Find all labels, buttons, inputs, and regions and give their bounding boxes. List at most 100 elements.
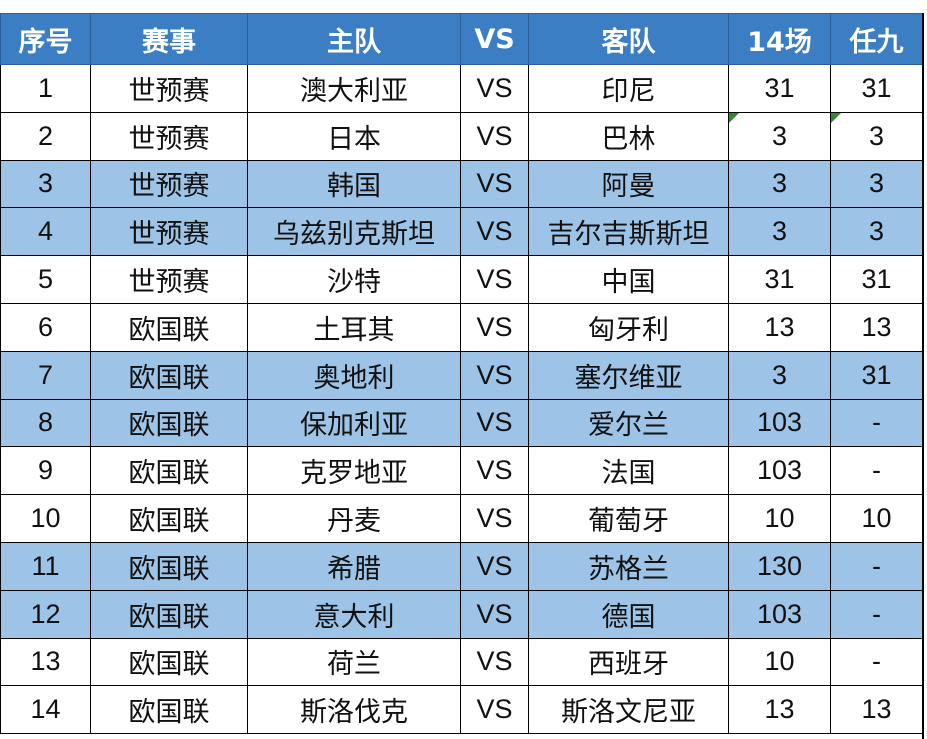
cell-no[interactable]: 12 bbox=[0, 589, 91, 639]
header-cell-any-nine[interactable]: 任九 bbox=[830, 13, 923, 65]
cell-vs[interactable]: VS bbox=[460, 111, 529, 161]
cell-event[interactable]: 世预赛 bbox=[90, 207, 248, 257]
cell-away-team[interactable]: 德国 bbox=[528, 589, 729, 639]
comment-indicator-icon[interactable] bbox=[729, 113, 739, 123]
cell-any-nine[interactable]: 31 bbox=[830, 64, 923, 113]
cell-14-matches[interactable]: 31 bbox=[728, 255, 831, 304]
cell-event[interactable]: 世预赛 bbox=[90, 255, 248, 304]
cell-home-team[interactable]: 荷兰 bbox=[247, 637, 461, 687]
cell-event[interactable]: 欧国联 bbox=[90, 541, 248, 591]
cell-no[interactable]: 4 bbox=[0, 207, 91, 257]
cell-no[interactable]: 2 bbox=[0, 111, 91, 161]
cell-any-nine[interactable]: - bbox=[830, 398, 923, 448]
cell-home-team[interactable]: 日本 bbox=[247, 111, 461, 161]
cell-home-team[interactable]: 乌兹别克斯坦 bbox=[247, 207, 461, 257]
cell-home-team[interactable]: 沙特 bbox=[247, 255, 461, 304]
cell-no[interactable]: 6 bbox=[0, 302, 91, 352]
comment-indicator-icon[interactable] bbox=[831, 113, 841, 123]
cell-home-team[interactable]: 韩国 bbox=[247, 159, 461, 209]
cell-home-team[interactable]: 斯洛伐克 bbox=[247, 685, 461, 735]
cell-away-team[interactable]: 巴林 bbox=[528, 111, 729, 161]
cell-vs[interactable]: VS bbox=[460, 494, 529, 543]
cell-event[interactable]: 欧国联 bbox=[90, 685, 248, 735]
cell-any-nine[interactable]: 10 bbox=[830, 494, 923, 543]
header-cell-no[interactable]: 序号 bbox=[0, 13, 91, 65]
header-cell-14-matches[interactable]: 14场 bbox=[728, 13, 831, 65]
cell-home-team[interactable]: 奥地利 bbox=[247, 350, 461, 400]
cell-away-team[interactable]: 法国 bbox=[528, 446, 729, 496]
cell-any-nine[interactable]: - bbox=[830, 446, 923, 496]
cell-away-team[interactable]: 西班牙 bbox=[528, 637, 729, 687]
cell-away-team[interactable]: 印尼 bbox=[528, 64, 729, 113]
cell-any-nine[interactable]: 31 bbox=[830, 350, 923, 400]
cell-any-nine[interactable]: 31 bbox=[830, 255, 923, 304]
header-cell-event[interactable]: 赛事 bbox=[90, 13, 248, 65]
cell-away-team[interactable]: 苏格兰 bbox=[528, 541, 729, 591]
cell-vs[interactable]: VS bbox=[460, 637, 529, 687]
cell-event[interactable]: 欧国联 bbox=[90, 302, 248, 352]
cell-14-matches[interactable]: 103 bbox=[728, 446, 831, 496]
cell-event[interactable]: 欧国联 bbox=[90, 446, 248, 496]
cell-home-team[interactable]: 克罗地亚 bbox=[247, 446, 461, 496]
cell-any-nine[interactable]: 13 bbox=[830, 302, 923, 352]
cell-away-team[interactable]: 爱尔兰 bbox=[528, 398, 729, 448]
cell-14-matches[interactable]: 10 bbox=[728, 494, 831, 543]
cell-home-team[interactable]: 澳大利亚 bbox=[247, 64, 461, 113]
cell-vs[interactable]: VS bbox=[460, 64, 529, 113]
cell-event[interactable]: 欧国联 bbox=[90, 589, 248, 639]
cell-home-team[interactable]: 丹麦 bbox=[247, 494, 461, 543]
cell-away-team[interactable]: 阿曼 bbox=[528, 159, 729, 209]
cell-vs[interactable]: VS bbox=[460, 159, 529, 209]
cell-no[interactable]: 14 bbox=[0, 685, 91, 735]
cell-vs[interactable]: VS bbox=[460, 589, 529, 639]
cell-home-team[interactable]: 意大利 bbox=[247, 589, 461, 639]
cell-no[interactable]: 5 bbox=[0, 255, 91, 304]
cell-14-matches[interactable]: 3 bbox=[728, 159, 831, 209]
cell-home-team[interactable]: 保加利亚 bbox=[247, 398, 461, 448]
cell-home-team[interactable]: 土耳其 bbox=[247, 302, 461, 352]
cell-any-nine[interactable]: - bbox=[830, 541, 923, 591]
cell-any-nine[interactable]: 3 bbox=[830, 207, 923, 257]
cell-event[interactable]: 欧国联 bbox=[90, 494, 248, 543]
cell-event[interactable]: 欧国联 bbox=[90, 398, 248, 448]
cell-vs[interactable]: VS bbox=[460, 350, 529, 400]
cell-vs[interactable]: VS bbox=[460, 302, 529, 352]
cell-no[interactable]: 9 bbox=[0, 446, 91, 496]
header-cell-home[interactable]: 主队 bbox=[247, 13, 461, 65]
cell-any-nine[interactable]: 13 bbox=[830, 685, 923, 735]
cell-any-nine[interactable]: - bbox=[830, 589, 923, 639]
cell-14-matches[interactable]: 10 bbox=[728, 637, 831, 687]
cell-vs[interactable]: VS bbox=[460, 207, 529, 257]
cell-14-matches[interactable]: 103 bbox=[728, 589, 831, 639]
cell-event[interactable]: 欧国联 bbox=[90, 637, 248, 687]
cell-event[interactable]: 世预赛 bbox=[90, 111, 248, 161]
cell-away-team[interactable]: 匈牙利 bbox=[528, 302, 729, 352]
cell-14-matches[interactable]: 3 bbox=[728, 111, 831, 161]
cell-no[interactable]: 13 bbox=[0, 637, 91, 687]
cell-no[interactable]: 11 bbox=[0, 541, 91, 591]
cell-vs[interactable]: VS bbox=[460, 255, 529, 304]
cell-any-nine[interactable]: - bbox=[830, 637, 923, 687]
cell-home-team[interactable]: 希腊 bbox=[247, 541, 461, 591]
cell-event[interactable]: 欧国联 bbox=[90, 350, 248, 400]
cell-away-team[interactable]: 塞尔维亚 bbox=[528, 350, 729, 400]
cell-14-matches[interactable]: 130 bbox=[728, 541, 831, 591]
cell-no[interactable]: 7 bbox=[0, 350, 91, 400]
cell-away-team[interactable]: 吉尔吉斯斯坦 bbox=[528, 207, 729, 257]
cell-away-team[interactable]: 葡萄牙 bbox=[528, 494, 729, 543]
header-cell-away[interactable]: 客队 bbox=[528, 13, 729, 65]
cell-no[interactable]: 3 bbox=[0, 159, 91, 209]
cell-14-matches[interactable]: 3 bbox=[728, 350, 831, 400]
cell-any-nine[interactable]: 3 bbox=[830, 159, 923, 209]
cell-no[interactable]: 8 bbox=[0, 398, 91, 448]
cell-14-matches[interactable]: 103 bbox=[728, 398, 831, 448]
cell-vs[interactable]: VS bbox=[460, 685, 529, 735]
cell-no[interactable]: 10 bbox=[0, 494, 91, 543]
cell-away-team[interactable]: 中国 bbox=[528, 255, 729, 304]
cell-vs[interactable]: VS bbox=[460, 541, 529, 591]
cell-event[interactable]: 世预赛 bbox=[90, 159, 248, 209]
cell-14-matches[interactable]: 31 bbox=[728, 64, 831, 113]
cell-event[interactable]: 世预赛 bbox=[90, 64, 248, 113]
cell-14-matches[interactable]: 13 bbox=[728, 685, 831, 735]
cell-away-team[interactable]: 斯洛文尼亚 bbox=[528, 685, 729, 735]
